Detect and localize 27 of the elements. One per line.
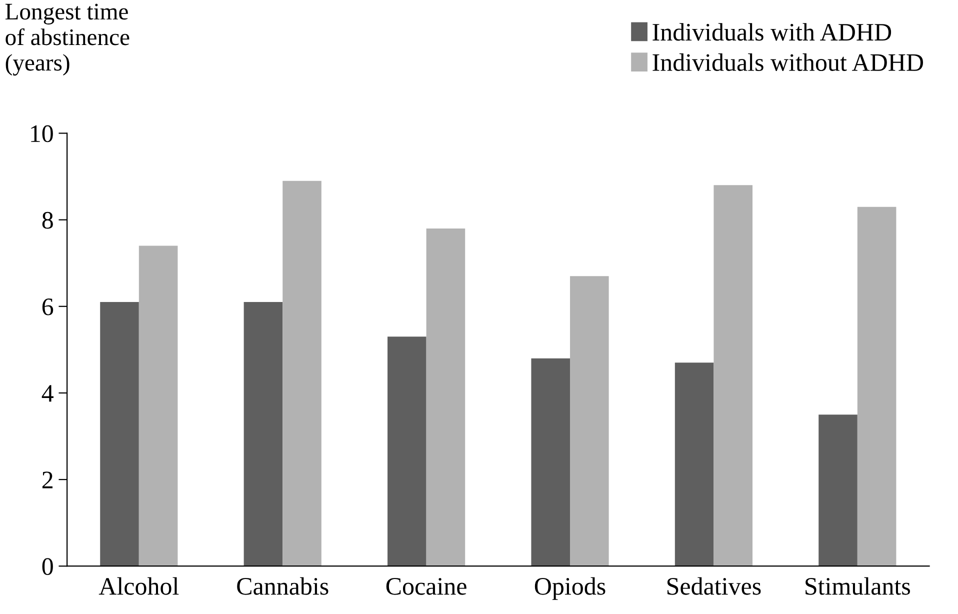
y-tick-label: 0 (42, 558, 53, 576)
y-tick-label: 4 (42, 385, 54, 402)
x-tick-label: Opiods (534, 577, 606, 600)
bar (570, 276, 609, 566)
legend-label: Individuals with ADHD (652, 23, 892, 41)
bar (244, 302, 283, 566)
y-tick-label: 8 (42, 212, 53, 229)
bar (714, 185, 753, 566)
y-axis-title: Longest time of abstinence (years) (5, 4, 130, 76)
y-tick-label: 10 (31, 125, 53, 142)
y-tick-label: 2 (42, 472, 52, 488)
bar (100, 302, 139, 566)
y-tick-label: 6 (42, 298, 54, 316)
x-tick-label: Stimulants (806, 577, 910, 595)
x-tick-label: Alcohol (98, 577, 179, 595)
legend-label: Individuals without ADHD (652, 53, 924, 72)
bar (531, 358, 570, 566)
bar (857, 206, 896, 566)
bar (388, 336, 426, 566)
bar (674, 362, 714, 566)
bar (138, 246, 178, 566)
x-tick-label: Sedatives (667, 577, 761, 595)
bar (282, 180, 322, 566)
x-tick-label: Cocaine (386, 578, 466, 595)
x-tick-label: Cannabis (237, 577, 328, 595)
bar (818, 414, 858, 566)
bar (426, 228, 466, 566)
